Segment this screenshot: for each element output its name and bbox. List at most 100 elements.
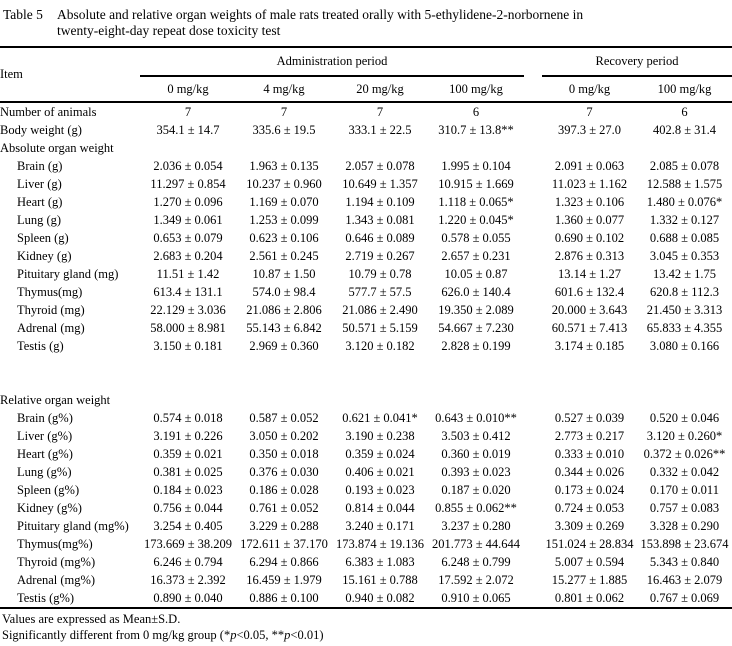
- value-cell: 3.150 ± 0.181: [153, 338, 223, 353]
- table-row: Brain (g) 2.036 ± 0.054 1.963 ± 0.135 2.057…: [0, 157, 732, 175]
- column-gap: [524, 283, 542, 301]
- value-cell: 1.194 ± 0.109: [345, 194, 415, 209]
- value-cell: 2.561 ± 0.245: [249, 248, 319, 263]
- value-cell: 2.876 ± 0.313: [554, 248, 625, 263]
- row-label: Body weight (g): [0, 122, 82, 137]
- value-cell: 6.246 ± 0.794: [153, 554, 223, 569]
- value-cell: 0.393 ± 0.023: [441, 464, 511, 479]
- footnote-significance: Significantly different from 0 mg/kg gro…: [2, 628, 732, 644]
- column-gap: [524, 211, 542, 229]
- value-cell: 65.833 ± 4.355: [646, 320, 723, 335]
- footnote-significance-text: Significantly different from 0 mg/kg gro…: [2, 627, 231, 642]
- value-cell: 173.669 ± 38.209: [143, 536, 233, 551]
- value-cell: 397.3 ± 27.0: [557, 122, 622, 137]
- value-cell: 0.643 ± 0.010**: [435, 410, 517, 425]
- row-label: Pituitary gland (mg%): [17, 518, 129, 533]
- value-cell: 620.8 ± 112.3: [650, 284, 719, 299]
- table-row: Brain (g%) 0.574 ± 0.018 0.587 ± 0.052 0.62…: [0, 409, 732, 427]
- table-row: Adrenal (mg) 58.000 ± 8.981 55.143 ± 6.842…: [0, 319, 732, 337]
- row-label: Thymus(mg%): [17, 536, 93, 551]
- row-label: Lung (g%): [17, 464, 72, 479]
- value-cell: 0.940 ± 0.082: [345, 590, 415, 605]
- row-label: Liver (g): [17, 176, 62, 191]
- column-gap: [524, 319, 542, 337]
- row-label: Pituitary gland (mg): [17, 266, 119, 281]
- value-cell: 0.381 ± 0.025: [153, 464, 223, 479]
- value-cell: 2.085 ± 0.078: [649, 158, 720, 173]
- value-cell: 0.350 ± 0.018: [249, 446, 319, 461]
- value-cell: 16.463 ± 2.079: [646, 572, 723, 587]
- value-cell: 3.191 ± 0.226: [153, 428, 223, 443]
- value-cell: 0.170 ± 0.011: [650, 482, 719, 497]
- row-label: Thymus(mg): [17, 284, 83, 299]
- value-cell: 16.373 ± 2.392: [150, 572, 226, 587]
- value-cell: 11.51 ± 1.42: [156, 266, 220, 281]
- value-cell: 0.801 ± 0.062: [554, 590, 625, 605]
- value-cell: 3.503 ± 0.412: [441, 428, 511, 443]
- table-row: Kidney (g) 2.683 ± 0.204 2.561 ± 0.245 2.71…: [0, 247, 732, 265]
- value-cell: 0.621 ± 0.041*: [342, 410, 418, 425]
- value-cell: 21.086 ± 2.490: [342, 302, 418, 317]
- row-label: Thyroid (mg%): [17, 554, 96, 569]
- row-label: Heart (g%): [17, 446, 73, 461]
- column-gap: [524, 589, 542, 608]
- section-spacer: [0, 355, 732, 391]
- value-cell: 10.915 ± 1.669: [438, 176, 514, 191]
- value-cell: 1.169 ± 0.070: [249, 194, 319, 209]
- value-cell: 10.87 ± 1.50: [252, 266, 316, 281]
- organ-weights-table: Item Administration period Recovery peri…: [0, 46, 732, 609]
- value-cell: 3.309 ± 0.269: [554, 518, 625, 533]
- value-cell: 10.79 ± 0.78: [348, 266, 412, 281]
- value-cell: 0.360 ± 0.019: [441, 446, 511, 461]
- value-cell: 2.828 ± 0.199: [441, 338, 511, 353]
- value-cell: 0.814 ± 0.044: [345, 500, 415, 515]
- table-row: Adrenal (mg%) 16.373 ± 2.392 16.459 ± 1.97…: [0, 571, 732, 589]
- value-cell: 333.1 ± 22.5: [348, 122, 412, 137]
- value-cell: 0.587 ± 0.052: [249, 410, 319, 425]
- value-cell: 0.376 ± 0.030: [249, 464, 319, 479]
- value-cell: 601.6 ± 132.4: [554, 284, 625, 299]
- value-cell: 613.4 ± 131.1: [153, 284, 223, 299]
- value-cell: 3.050 ± 0.202: [249, 428, 319, 443]
- value-cell: 22.129 ± 3.036: [150, 302, 226, 317]
- value-cell: 402.8 ± 31.4: [652, 122, 717, 137]
- value-cell: 10.649 ± 1.357: [342, 176, 418, 191]
- dose-header-admin-20mg: 20 mg/kg: [332, 76, 428, 103]
- value-cell: 0.187 ± 0.020: [441, 482, 511, 497]
- table-row: Spleen (g%) 0.184 ± 0.023 0.186 ± 0.028 0.1…: [0, 481, 732, 499]
- column-gap: [524, 517, 542, 535]
- value-cell: 2.969 ± 0.360: [249, 338, 319, 353]
- column-gap: [524, 481, 542, 499]
- column-gap: [524, 553, 542, 571]
- section-header-row: Relative organ weight: [0, 391, 732, 409]
- row-label: Kidney (g): [17, 248, 72, 263]
- value-cell: 50.571 ± 5.159: [342, 320, 418, 335]
- value-cell: 5.007 ± 0.594: [554, 554, 625, 569]
- table-row: Kidney (g%) 0.756 ± 0.044 0.761 ± 0.052 0.8…: [0, 499, 732, 517]
- value-cell: 0.886 ± 0.100: [249, 590, 319, 605]
- value-cell: 0.724 ± 0.053: [554, 500, 625, 515]
- column-gap: [524, 229, 542, 247]
- value-cell: 577.7 ± 57.5: [348, 284, 412, 299]
- value-cell: 3.328 ± 0.290: [649, 518, 720, 533]
- value-cell: 3.190 ± 0.238: [345, 428, 415, 443]
- value-cell: 310.7 ± 13.8**: [438, 122, 514, 137]
- value-cell: 0.690 ± 0.102: [554, 230, 625, 245]
- value-cell: 7: [184, 104, 192, 119]
- recovery-period-header: Recovery period: [542, 47, 732, 77]
- value-cell: 1.118 ± 0.065*: [438, 194, 514, 209]
- table-body: Number of animals 7 7 7 6 7 6 Body weight (g) 35…: [0, 102, 732, 608]
- administration-period-header: Administration period: [140, 47, 524, 77]
- section-label: Absolute organ weight: [0, 140, 114, 155]
- table-row: Lung (g%) 0.381 ± 0.025 0.376 ± 0.030 0.406…: [0, 463, 732, 481]
- value-cell: 0.761 ± 0.052: [249, 500, 319, 515]
- row-label: Spleen (g): [17, 230, 69, 245]
- value-cell: 7: [376, 104, 384, 119]
- value-cell: 2.773 ± 0.217: [554, 428, 625, 443]
- value-cell: 3.174 ± 0.185: [554, 338, 625, 353]
- value-cell: 16.459 ± 1.979: [246, 572, 322, 587]
- footnote-p-italic: p: [284, 627, 291, 642]
- value-cell: 0.359 ± 0.021: [153, 446, 223, 461]
- column-gap: [524, 102, 542, 121]
